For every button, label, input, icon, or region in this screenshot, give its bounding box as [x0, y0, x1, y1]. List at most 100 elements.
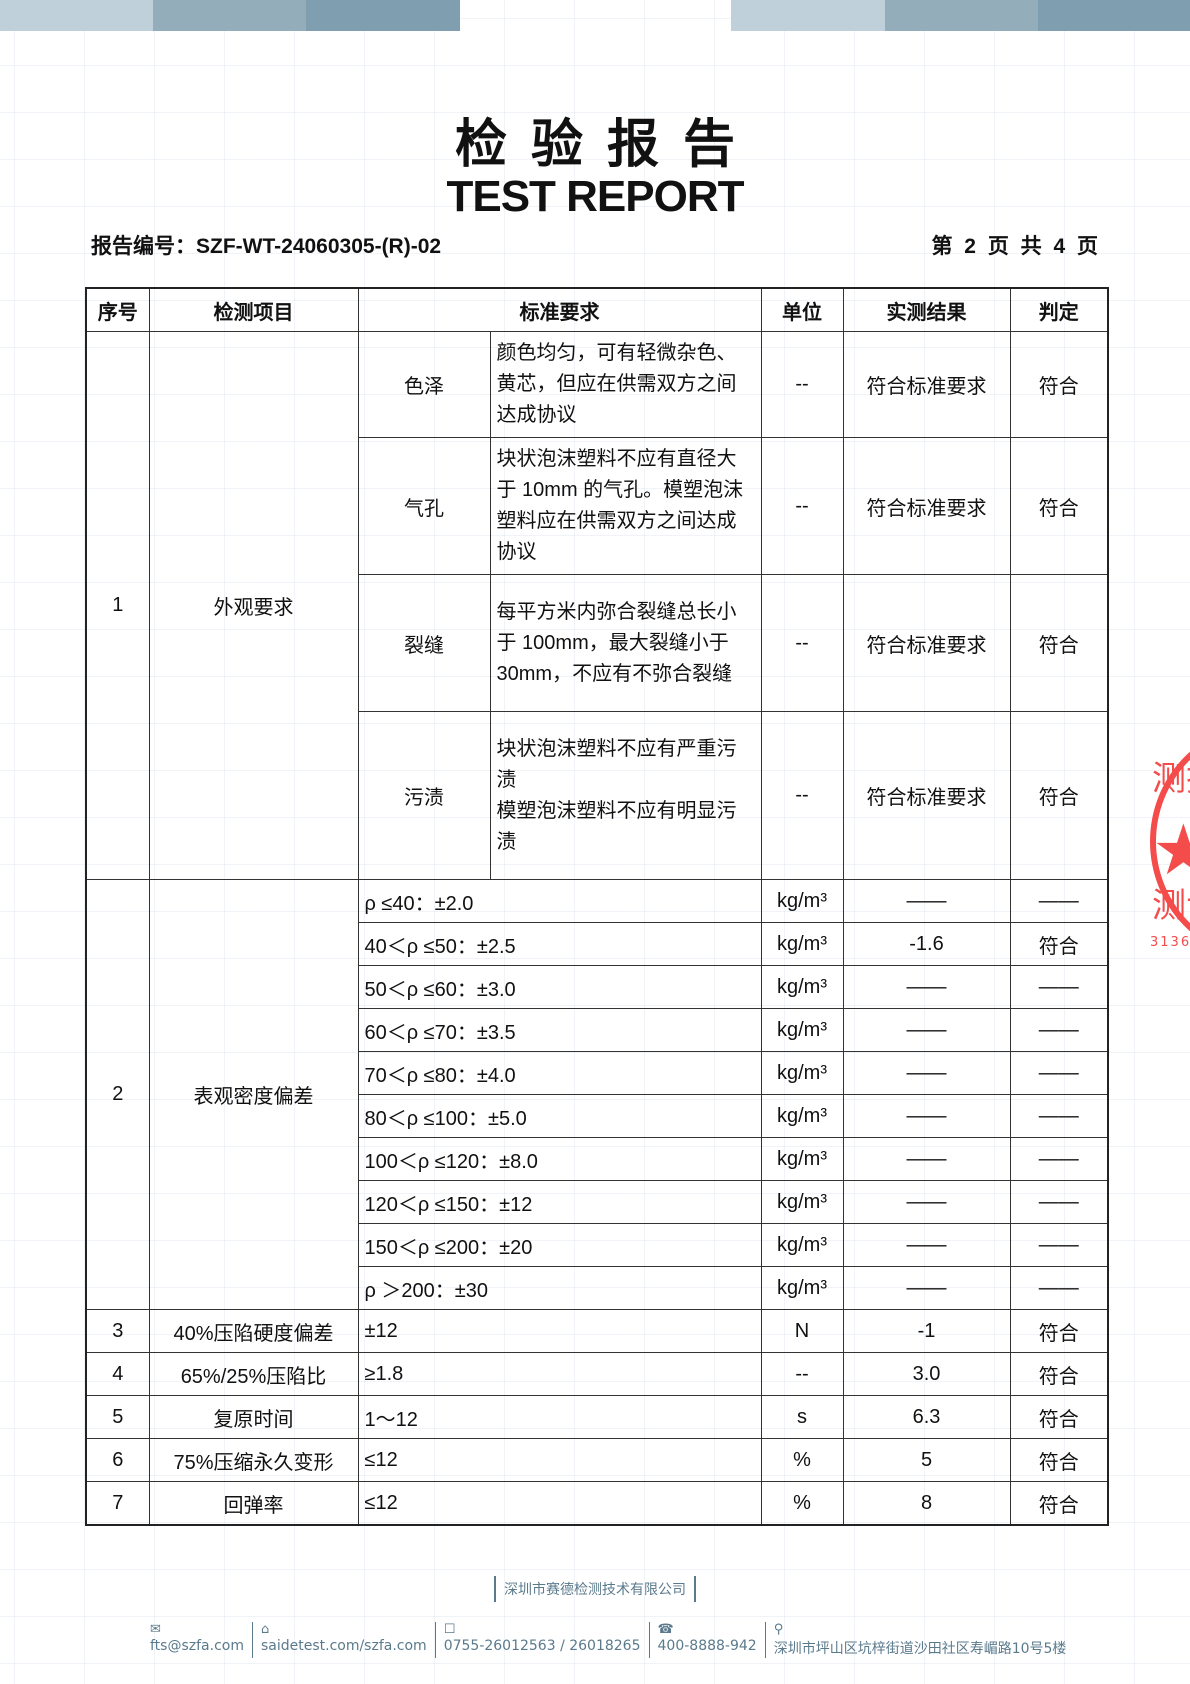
footer-hotline: ☎ 400-8888-942 — [648, 1622, 765, 1658]
item-name: 65%/25%压陷比 — [148, 1352, 359, 1396]
footer-email: ✉ fts@szfa.com — [150, 1622, 252, 1658]
footer-website: ⌂ saidetest.com/szfa.com — [251, 1622, 435, 1658]
verdict: 符合 — [1009, 1481, 1109, 1526]
verdict: —— — [1009, 965, 1109, 1009]
unit: -- — [760, 437, 844, 575]
table-row: 60＜ρ ≤70：±3.5 kg/m³ —— —— — [86, 1008, 1109, 1052]
result: -1 — [842, 1309, 1011, 1353]
requirement: 块状泡沫塑料不应有直径大于 10mm 的气孔。模塑泡沫塑料应在供需双方之间达成协… — [489, 437, 762, 575]
item-no: 1 — [85, 331, 150, 880]
verdict: —— — [1009, 1094, 1109, 1138]
table-row: 1 外观要求 色泽 颜色均匀，可有轻微杂色、黄芯，但应在供需双方之间达成协议 -… — [85, 331, 1109, 880]
requirement: ≤12 — [357, 1481, 762, 1526]
table-header-row: 序号 检测项目 标准要求 单位 实测结果 判定 — [85, 287, 1109, 332]
verdict: 符合 — [1009, 1395, 1109, 1439]
result: 5 — [842, 1438, 1011, 1482]
header-no: 序号 — [85, 287, 150, 332]
requirement: 70＜ρ ≤80：±4.0 — [357, 1051, 762, 1095]
item-name: 表观密度偏差 — [148, 879, 359, 1310]
report-number: 报告编号：SZF-WT-24060305-(R)-02 — [91, 230, 441, 260]
header-unit: 单位 — [760, 287, 844, 332]
verdict: 符合 — [1009, 1309, 1109, 1353]
footer-phone: ☐ 0755-26012563 / 26018265 — [434, 1622, 649, 1658]
table-row: 50＜ρ ≤60：±3.0 kg/m³ —— —— — [86, 965, 1109, 1009]
unit: % — [760, 1438, 844, 1482]
requirement: 120＜ρ ≤150：±12 — [357, 1180, 762, 1224]
table-row: 150＜ρ ≤200：±20 kg/m³ —— —— — [86, 1223, 1109, 1267]
header-bar — [731, 0, 885, 31]
verdict: 符合 — [1009, 1352, 1109, 1396]
unit: kg/m³ — [760, 1137, 844, 1181]
table-row: 3 40%压陷硬度偏差 ±12 N -1 符合 — [85, 1309, 1109, 1353]
header-bar — [306, 0, 460, 31]
result: 符合标准要求 — [842, 574, 1011, 712]
website-text: saidetest.com/szfa.com — [260, 1638, 427, 1654]
table-row: 70＜ρ ≤80：±4.0 kg/m³ —— —— — [86, 1051, 1109, 1095]
table-row: 7 回弹率 ≤12 % 8 符合 — [85, 1481, 1109, 1526]
official-stamp: 测技 ★ 测专 3136 — [1150, 723, 1190, 960]
requirement: 150＜ρ ≤200：±20 — [357, 1223, 762, 1267]
telephone-icon: ☎ — [657, 1622, 674, 1637]
requirement: 100＜ρ ≤120：±8.0 — [357, 1137, 762, 1181]
company-name-text: 深圳市赛德检测技术有限公司 — [494, 1576, 696, 1602]
header-item: 检测项目 — [148, 287, 359, 332]
result: —— — [842, 1008, 1011, 1052]
requirement: ρ ＞200：±30 — [357, 1266, 762, 1310]
fax-icon: ☐ — [443, 1622, 456, 1637]
unit: -- — [760, 331, 844, 438]
hotline-text: 400-8888-942 — [657, 1638, 757, 1654]
item-no: 7 — [85, 1481, 150, 1526]
verdict: —— — [1009, 1137, 1109, 1181]
table-row: 5 复原时间 1～12 s 6.3 符合 — [85, 1395, 1109, 1439]
stamp-number: 3136 — [1150, 935, 1190, 950]
header-bar — [885, 0, 1038, 31]
table-row: 6 75%压缩永久变形 ≤12 % 5 符合 — [85, 1438, 1109, 1482]
verdict: —— — [1009, 1051, 1109, 1095]
title-english: TEST REPORT — [446, 172, 744, 221]
item-name: 75%压缩永久变形 — [148, 1438, 359, 1482]
unit: kg/m³ — [760, 1051, 844, 1095]
requirement: 块状泡沫塑料不应有严重污渍 模塑泡沫塑料不应有明显污渍 — [489, 711, 762, 880]
requirement: 1～12 — [357, 1395, 762, 1439]
verdict: —— — [1009, 1266, 1109, 1310]
result: —— — [842, 1137, 1011, 1181]
unit: -- — [760, 711, 844, 880]
report-number-value: SZF-WT-24060305-(R)-02 — [196, 235, 442, 258]
sub-item: 裂缝 — [357, 574, 491, 712]
header-result: 实测结果 — [842, 287, 1011, 332]
unit: % — [760, 1481, 844, 1526]
results-table: 序号 检测项目 标准要求 单位 实测结果 判定 1 外观要求 色泽 颜色均匀，可… — [85, 287, 1109, 1526]
result: 8 — [842, 1481, 1011, 1526]
result: —— — [842, 1223, 1011, 1267]
verdict: 符合 — [1009, 574, 1109, 712]
unit: kg/m³ — [760, 1180, 844, 1224]
header-bar — [1038, 0, 1190, 31]
requirement: 80＜ρ ≤100：±5.0 — [357, 1094, 762, 1138]
verdict: —— — [1009, 1180, 1109, 1224]
result: —— — [842, 965, 1011, 1009]
table-row: 80＜ρ ≤100：±5.0 kg/m³ —— —— — [86, 1094, 1109, 1138]
requirement: ±12 — [357, 1309, 762, 1353]
verdict: 符合 — [1009, 922, 1109, 966]
result: —— — [842, 1266, 1011, 1310]
header-verdict: 判定 — [1009, 287, 1109, 332]
table-row: ρ ＞200：±30 kg/m³ —— —— — [86, 1266, 1109, 1310]
requirement: ≤12 — [357, 1438, 762, 1482]
result: —— — [842, 1094, 1011, 1138]
result: 符合标准要求 — [842, 331, 1011, 438]
verdict: —— — [1009, 879, 1109, 923]
table-row: 2 表观密度偏差 ρ ≤40：±2.0 kg/m³ —— —— — [85, 879, 1109, 1310]
phone-text: 0755-26012563 / 26018265 — [443, 1638, 641, 1654]
item-no: 4 — [85, 1352, 150, 1396]
unit: N — [760, 1309, 844, 1353]
home-icon: ⌂ — [260, 1622, 270, 1637]
unit: kg/m³ — [760, 1008, 844, 1052]
location-pin-icon: ⚲ — [773, 1622, 784, 1637]
item-no: 6 — [85, 1438, 150, 1482]
table-row: 100＜ρ ≤120：±8.0 kg/m³ —— —— — [86, 1137, 1109, 1181]
result: 符合标准要求 — [842, 437, 1011, 575]
footer-contacts: ✉ fts@szfa.com ⌂ saidetest.com/szfa.com ☐ 0… — [150, 1622, 1074, 1658]
requirement-line: 块状泡沫塑料不应有严重污渍 — [496, 737, 737, 791]
address-text: 深圳市坪山区坑梓街道沙田社区寿嵋路10号5楼 — [773, 1641, 1067, 1657]
item-no: 2 — [85, 879, 150, 1310]
